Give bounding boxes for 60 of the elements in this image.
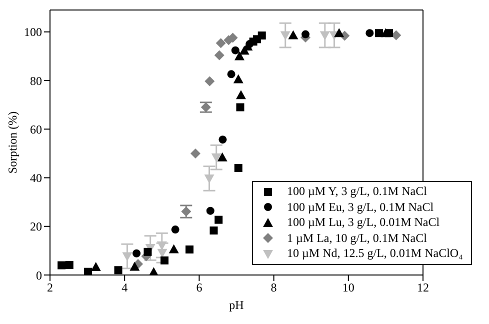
x-tick-label: 12 <box>417 280 429 295</box>
point <box>288 30 298 40</box>
y-tick-label: 40 <box>30 171 42 186</box>
x-tick-label: 4 <box>122 280 128 295</box>
point <box>211 153 222 162</box>
x-tick-label: 6 <box>196 280 202 295</box>
point <box>214 50 224 60</box>
y-tick-label: 60 <box>30 122 42 136</box>
point <box>320 31 330 40</box>
legend-label: 100 µM Y, 3 g/L, 0.1M NaCl <box>287 184 427 200</box>
point <box>210 226 218 235</box>
point <box>334 28 344 38</box>
legend-label: 100 µM Lu, 3 g/L, 0.01M NaCl <box>287 215 440 230</box>
point <box>204 174 214 184</box>
point <box>236 103 244 112</box>
point <box>168 244 179 254</box>
point <box>204 76 215 86</box>
point <box>65 261 74 270</box>
x-tick-label: 2 <box>47 280 53 295</box>
y-tick-label: 80 <box>30 74 42 88</box>
point <box>130 262 140 271</box>
point <box>217 152 228 162</box>
legend-label: 100 µM Eu, 3 g/L, 0.1M NaCl <box>287 200 434 215</box>
point <box>234 164 242 172</box>
point <box>171 226 180 234</box>
point <box>84 268 92 275</box>
y-tick-label: 100 <box>24 25 42 40</box>
point <box>58 261 66 270</box>
point <box>374 29 383 38</box>
point <box>216 38 226 48</box>
x-tick-label: 10 <box>342 280 354 295</box>
y-tick-label: 20 <box>30 220 42 234</box>
legend-label: 1 µM La, 10 g/L, 0.1M NaCl <box>287 230 427 246</box>
point <box>385 29 394 38</box>
point <box>236 90 246 100</box>
x-axis-title: pH <box>229 298 244 312</box>
point <box>190 148 200 158</box>
point <box>144 248 152 256</box>
point <box>214 216 223 224</box>
x-tick-label: 8 <box>270 280 277 295</box>
point <box>132 249 141 258</box>
legend-label: 10 µM Nd, 12.5 g/L, 0.01M NaClO₄ <box>287 246 463 262</box>
point <box>218 136 227 144</box>
point <box>122 252 132 262</box>
point <box>366 29 374 38</box>
point <box>302 30 310 38</box>
y-tick-label: 0 <box>36 268 42 282</box>
point <box>156 241 167 250</box>
point <box>280 31 290 40</box>
point <box>231 46 240 54</box>
point <box>90 262 101 271</box>
point <box>206 206 214 215</box>
point <box>233 74 244 84</box>
point <box>258 32 266 40</box>
y-axis-title: Sorption (%) <box>5 111 20 174</box>
point <box>186 245 194 254</box>
point <box>234 51 244 60</box>
point <box>227 70 236 78</box>
point <box>114 266 122 274</box>
point <box>160 256 169 264</box>
